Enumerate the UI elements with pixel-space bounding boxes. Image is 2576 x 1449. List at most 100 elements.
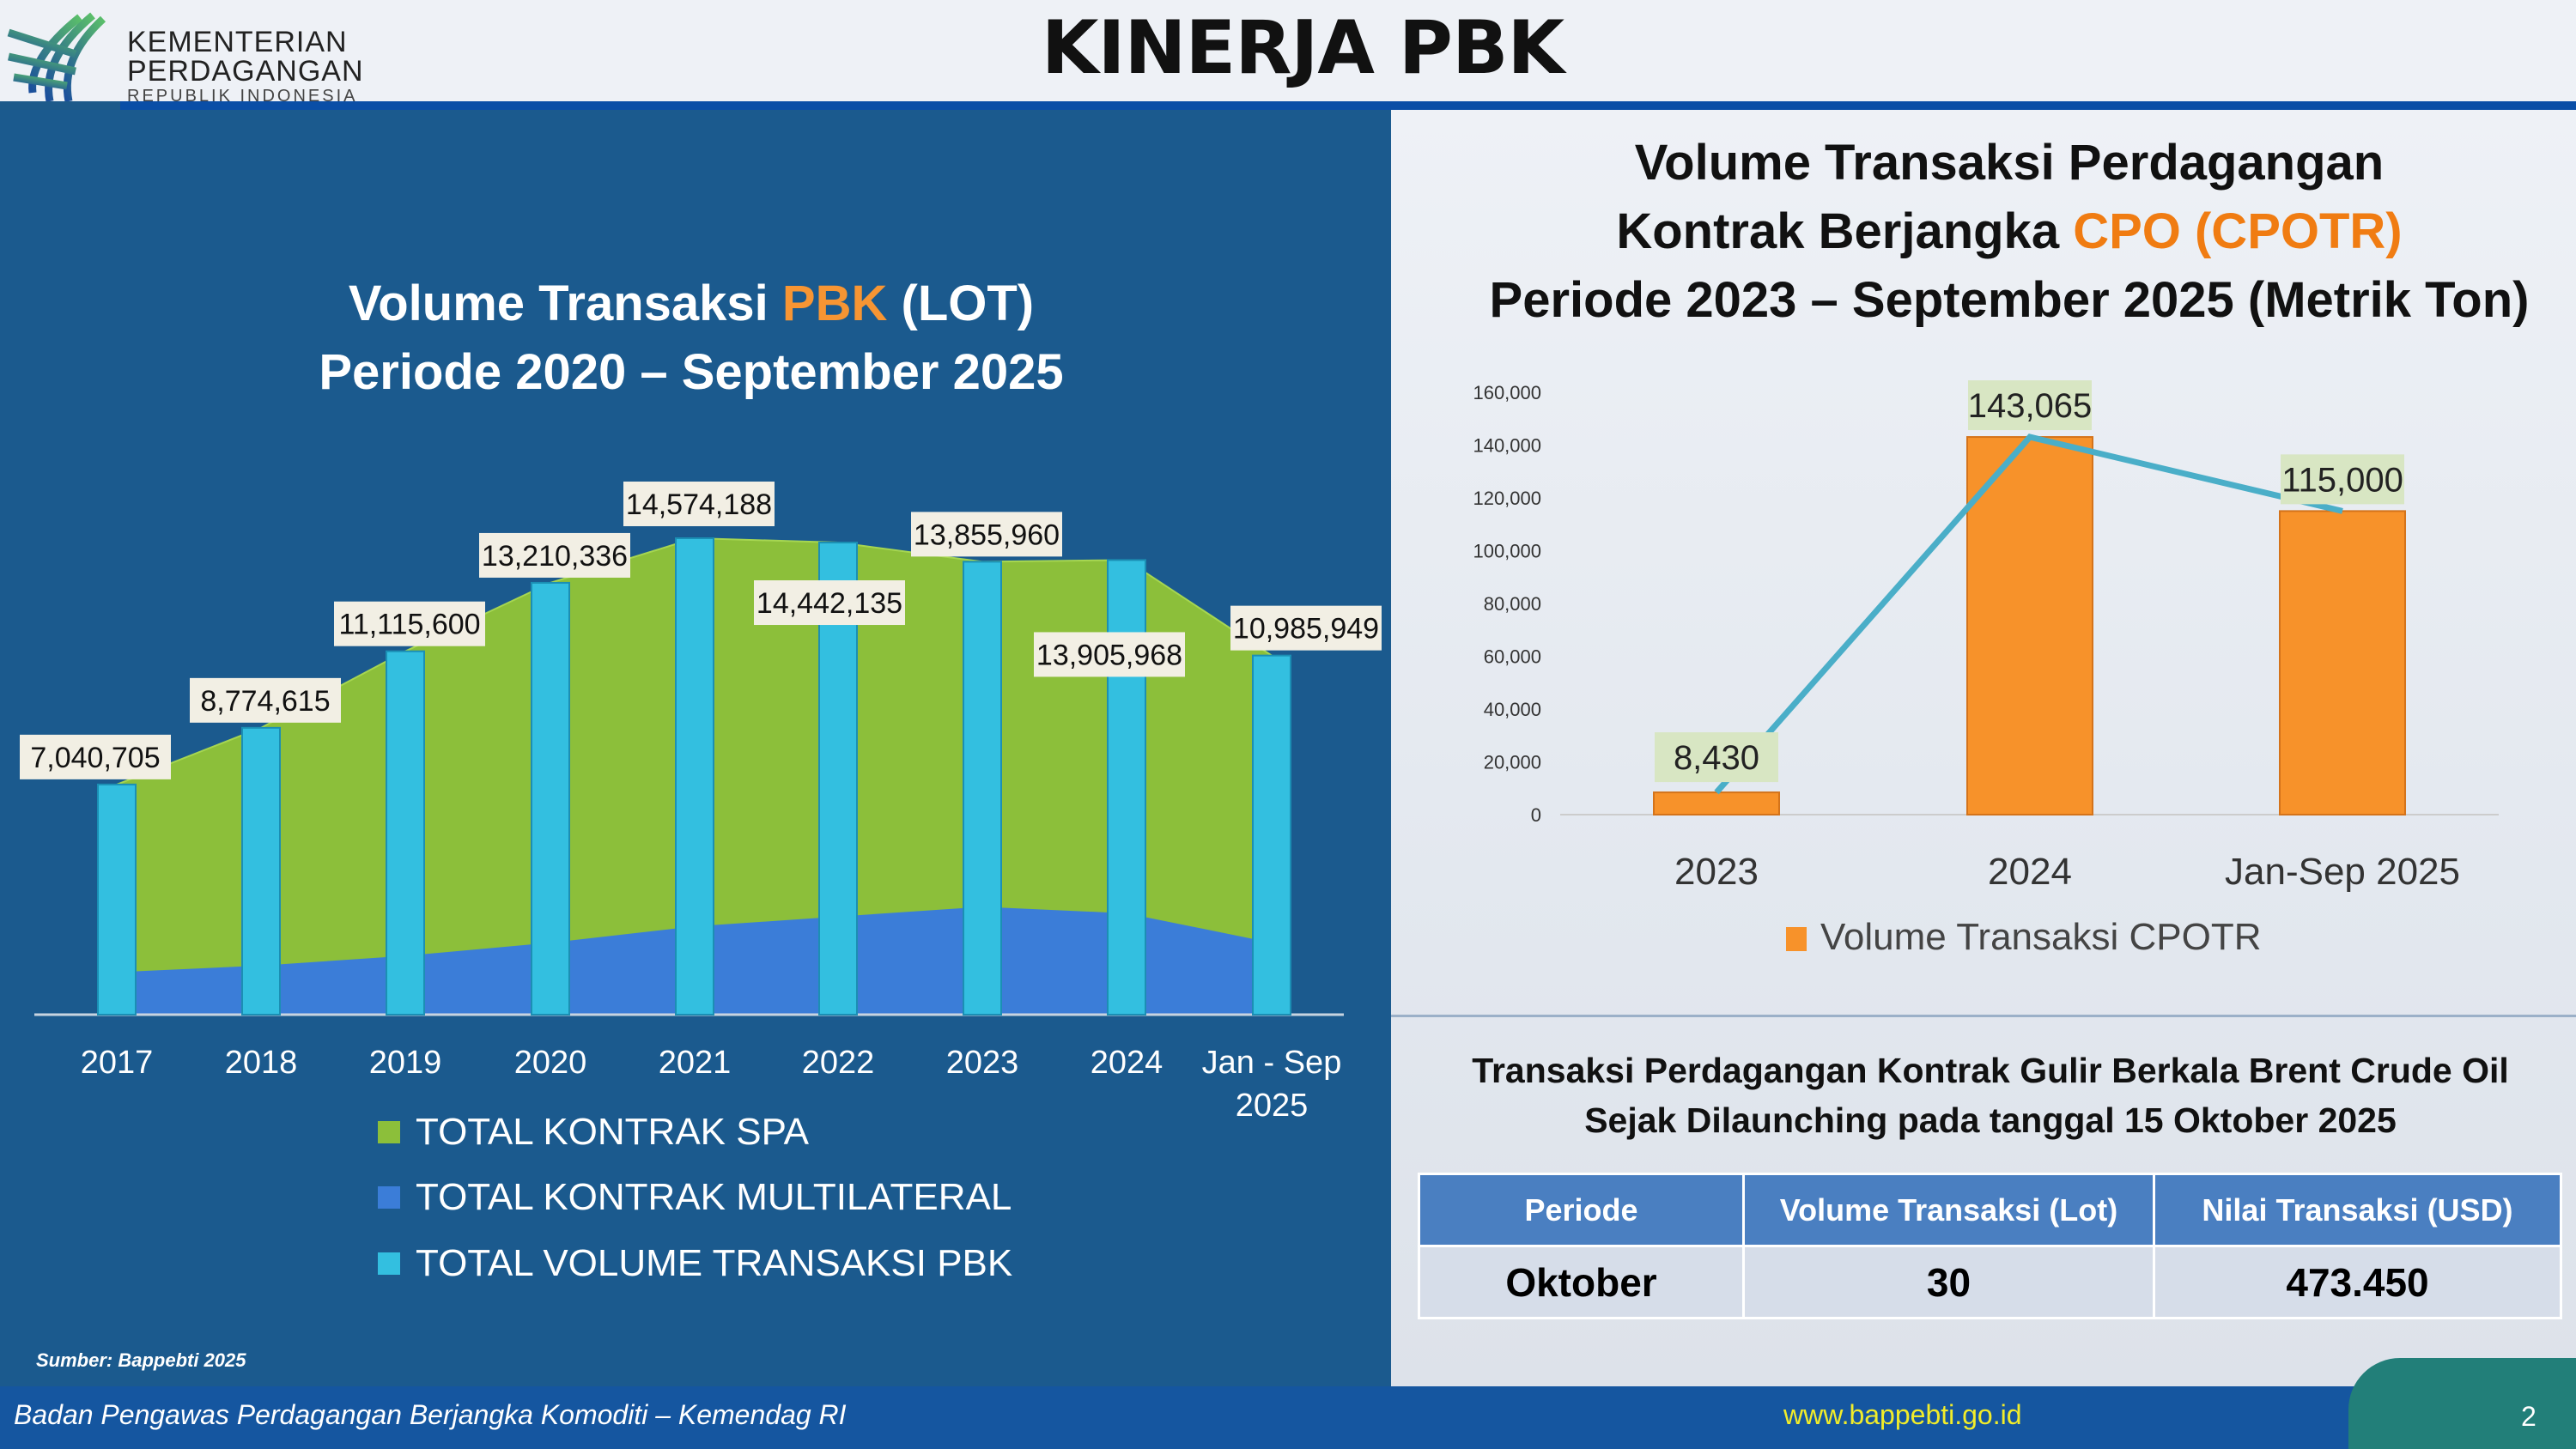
y-tick-label: 0	[1531, 804, 1541, 826]
legend-swatch	[378, 1186, 400, 1209]
title-line2: Periode 2020 – September 2025	[319, 344, 1064, 400]
x-tick-label: 2018	[225, 1045, 298, 1081]
x-tick-label: Jan - Sep	[1202, 1045, 1342, 1081]
brent-heading: Transaksi Perdagangan Kontrak Gulir Berk…	[1391, 1046, 2576, 1145]
data-label: 13,210,336	[482, 540, 628, 573]
footer-text: Badan Pengawas Perdagangan Berjangka Kom…	[14, 1399, 847, 1430]
legend-swatch	[1786, 927, 1807, 951]
x-tick-label: 2022	[802, 1045, 875, 1081]
y-tick-label: 40,000	[1484, 699, 1541, 720]
footer	[0, 1386, 2576, 1449]
title-accent: PBK	[781, 276, 888, 331]
data-label-bg	[1655, 732, 1778, 783]
title-line3: Periode 2023 – September 2025 (Metrik To…	[1489, 272, 2530, 328]
table-row: Oktober 30 473.450	[1418, 1245, 2562, 1319]
y-tick-label: 80,000	[1484, 593, 1541, 615]
x-tick-label: 2020	[514, 1045, 587, 1081]
logo-line3: REPUBLIK INDONESIA	[127, 87, 358, 106]
data-label: 8,774,615	[200, 685, 330, 718]
legend-volume: TOTAL VOLUME TRANSAKSI PBK	[378, 1242, 1012, 1285]
table-cell: 473.450	[2153, 1245, 2562, 1319]
volume-bar	[675, 537, 714, 1016]
cpo-chart-title: Volume Transaksi Perdagangan Kontrak Ber…	[1391, 129, 2576, 335]
header-divider	[0, 101, 120, 110]
brent-line2: Sejak Dilaunching pada tanggal 15 Oktobe…	[1584, 1100, 2397, 1140]
data-label-bg	[20, 734, 171, 779]
column-header: Periode	[1418, 1173, 1745, 1247]
volume-bar	[531, 581, 570, 1016]
logo-line1: KEMENTERIAN	[127, 26, 348, 58]
data-label-bg	[1230, 605, 1382, 651]
legend-label: Volume Transaksi CPOTR	[1820, 916, 2262, 958]
data-label: 115,000	[2281, 461, 2403, 499]
logo-line2: PERDAGANGAN	[127, 55, 364, 88]
y-tick-label: 100,000	[1473, 541, 1541, 562]
title-text: (LOT)	[887, 276, 1035, 331]
legend-label: TOTAL KONTRAK SPA	[416, 1111, 810, 1153]
x-tick-label: 2025	[1236, 1088, 1309, 1124]
x-tick-label: 2021	[659, 1045, 732, 1081]
legend-label: TOTAL VOLUME TRANSAKSI PBK	[416, 1242, 1013, 1284]
header-divider-bar	[120, 101, 2576, 110]
column-header: Volume Transaksi (Lot)	[1742, 1173, 2155, 1247]
volume-bar	[1107, 559, 1146, 1016]
data-label: 7,040,705	[30, 742, 160, 774]
trend-line	[1714, 433, 2343, 795]
volume-bar	[1252, 654, 1291, 1016]
title-accent: CPO (CPOTR)	[2073, 203, 2403, 259]
page-title: KINERJA PBK	[1041, 5, 1564, 91]
table-header-row: Periode Volume Transaksi (Lot) Nilai Tra…	[1418, 1173, 2562, 1247]
x-tick-label: 2023	[1674, 851, 1759, 893]
data-label: 11,115,600	[338, 609, 480, 641]
data-label: 14,442,135	[756, 587, 902, 620]
volume-bar	[241, 726, 281, 1016]
data-label-bg	[334, 601, 485, 646]
volume-bar	[97, 783, 137, 1016]
brent-line1: Transaksi Perdagangan Kontrak Gulir Berk…	[1472, 1051, 2509, 1090]
section-divider	[1391, 1015, 2576, 1017]
data-label: 13,905,968	[1036, 639, 1182, 671]
legend-label: TOTAL KONTRAK MULTILATERAL	[416, 1176, 1012, 1218]
y-tick-label: 20,000	[1484, 752, 1541, 773]
x-tick-label: 2017	[81, 1045, 154, 1081]
x-tick-label: 2024	[1091, 1045, 1163, 1081]
kemendag-logo-icon	[7, 12, 106, 102]
logo-text: KEMENTERIAN PERDAGANGAN REPUBLIK INDONES…	[127, 27, 364, 105]
legend-spa: TOTAL KONTRAK SPA	[378, 1111, 809, 1154]
x-tick-label: 2024	[1988, 851, 2072, 893]
data-label-bg	[1968, 380, 2092, 431]
cpo-volume-chart: 0 20,000 40,000 60,000 80,000 100,000 120,000 1…	[1473, 380, 2499, 958]
x-tick-label: Jan-Sep 2025	[2225, 851, 2460, 893]
x-tick-label: 2023	[946, 1045, 1019, 1081]
data-label: 143,065	[1968, 387, 2093, 425]
pbk-chart-title: Volume Transaksi PBK (LOT) Periode 2020 …	[0, 270, 1382, 407]
data-label-bg	[190, 677, 341, 723]
data-label: 10,985,949	[1233, 613, 1379, 646]
source-note: Sumber: Bappebti 2025	[36, 1349, 246, 1371]
y-tick-label: 140,000	[1473, 435, 1541, 457]
cpo-bar	[2279, 510, 2406, 815]
header	[0, 0, 2576, 103]
y-tick-label: 60,000	[1484, 646, 1541, 668]
legend-swatch	[378, 1121, 400, 1143]
x-tick-label: 2019	[369, 1045, 442, 1081]
title-line1: Volume Transaksi Perdagangan	[1634, 135, 2385, 191]
legend-swatch	[378, 1252, 400, 1275]
data-label: 14,574,188	[626, 488, 772, 521]
data-label-bg	[2281, 454, 2404, 505]
title-text: Kontrak Berjangka	[1616, 203, 2074, 259]
y-tick-label: 160,000	[1473, 382, 1541, 403]
volume-bar	[963, 561, 1002, 1016]
y-tick-label: 120,000	[1473, 488, 1541, 509]
title-text: Volume Transaksi	[348, 276, 782, 331]
data-label-bg	[911, 512, 1062, 557]
legend-multilateral: TOTAL KONTRAK MULTILATERAL	[378, 1176, 1012, 1219]
data-label-bg	[479, 532, 630, 578]
pbk-volume-chart: 7,040,705 2017 8,774,615 2018 11,115,600 2019…	[20, 482, 1382, 1124]
data-label-bg	[1034, 632, 1185, 677]
column-header: Nilai Transaksi (USD)	[2153, 1173, 2562, 1247]
brent-table: Periode Volume Transaksi (Lot) Nilai Tra…	[1418, 1173, 2562, 1319]
table-cell: 30	[1742, 1245, 2155, 1319]
page-number-box	[2348, 1358, 2576, 1449]
footer-url-link[interactable]: www.bappebti.go.id	[1783, 1399, 2022, 1430]
